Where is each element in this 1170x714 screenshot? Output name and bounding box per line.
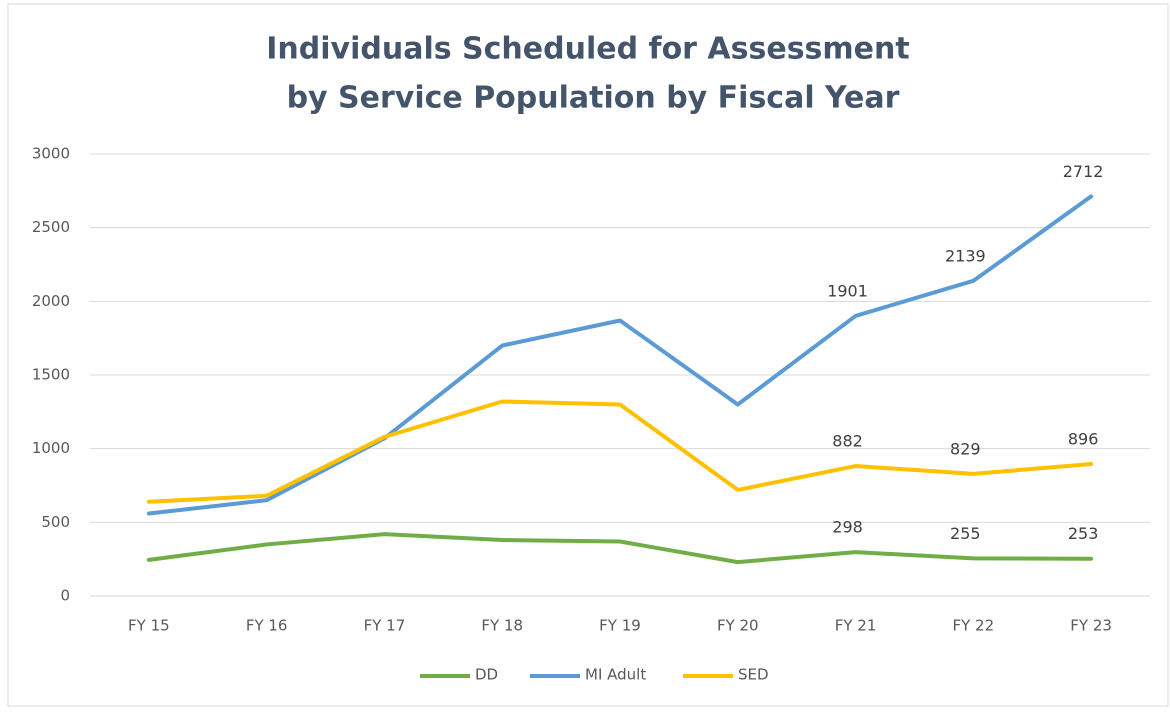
x-tick-label: FY 16: [246, 617, 288, 635]
data-label: 829: [950, 439, 981, 458]
y-tick-label: 2000: [32, 292, 70, 310]
legend-label: DD: [475, 666, 498, 684]
series-line: [146, 532, 1094, 565]
data-label: 1901: [827, 281, 868, 300]
chart-title: Individuals Scheduled for Assessment: [266, 32, 909, 67]
y-tick-label: 500: [41, 513, 70, 531]
legend-label: SED: [738, 666, 769, 684]
data-label: 2139: [945, 246, 986, 265]
chart-title: by Service Population by Fiscal Year: [287, 81, 900, 116]
x-tick-label: FY 23: [1070, 617, 1112, 635]
data-label: 2712: [1063, 162, 1104, 181]
y-tick-label: 1500: [32, 366, 70, 384]
y-tick-label: 3000: [32, 145, 70, 163]
y-tick-label: 1000: [32, 439, 70, 457]
data-label: 298: [832, 518, 863, 537]
data-label: 896: [1068, 429, 1099, 448]
x-tick-label: FY 19: [599, 617, 641, 635]
chart-frame: [7, 3, 1169, 707]
x-tick-label: FY 21: [835, 617, 877, 635]
series-line: [146, 194, 1094, 516]
data-label: 882: [832, 432, 863, 451]
legend-label: MI Adult: [585, 666, 646, 684]
x-tick-label: FY 18: [481, 617, 523, 635]
y-tick-label: 2500: [32, 218, 70, 236]
x-tick-label: FY 15: [128, 617, 170, 635]
data-label: 255: [950, 524, 981, 543]
x-tick-label: FY 17: [364, 617, 406, 635]
series-line: [146, 399, 1094, 504]
x-tick-label: FY 20: [717, 617, 759, 635]
data-label: 253: [1068, 524, 1099, 543]
y-tick-label: 0: [60, 587, 70, 605]
x-tick-label: FY 22: [953, 617, 995, 635]
